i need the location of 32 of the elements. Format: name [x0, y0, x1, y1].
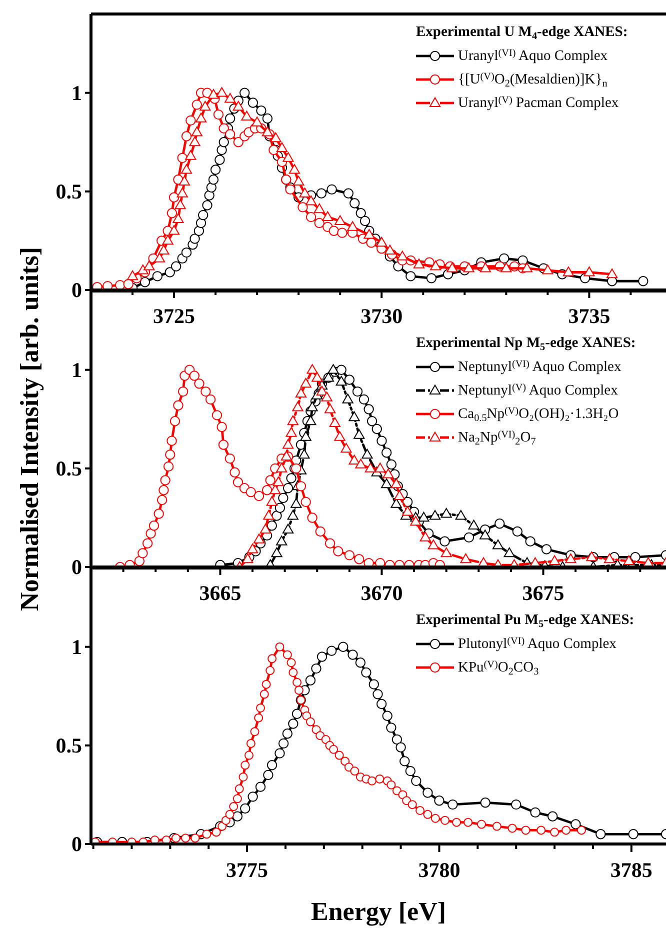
- legend-label: Uranyl$^{(VI)}$ Aquo Complex: [458, 48, 608, 64]
- legend-label: Ca$_{0.5}$Np$^{(V)}$O₂(OH)₂·1.3H₂O: [458, 406, 619, 424]
- y-tick-label: 0: [72, 832, 82, 856]
- legend-label: Na$_{2}$Np$^{(VI)}$$_{2}$O$_{7}$: [458, 430, 536, 447]
- x-axis-title: Energy [eV]: [310, 897, 446, 926]
- y-tick-label: 0: [72, 278, 82, 302]
- x-tick-label: 3775: [226, 858, 268, 882]
- legend-label: {[U$^{(V)}$O$_{2}$(Mesaldien)]K}$_{n}$: [458, 72, 608, 89]
- x-tick-label: 3725: [153, 304, 196, 328]
- legend-title: Experimental Pu M$_{5}$-edge XANES:: [416, 612, 634, 630]
- legend-label: KPu$^{(V)}$O$_{2}$CO$_{3}$: [458, 660, 539, 677]
- legend-title: Experimental U M$_{4}$-edge XANES:: [416, 24, 628, 42]
- y-tick-label: 1: [72, 634, 82, 659]
- legend-label: Neptunyl$^{(VI)}$ Aquo Complex: [458, 359, 622, 375]
- y-axis-title: Normalised Intensity [arb. units]: [15, 246, 44, 612]
- y-tick-label: 1: [72, 358, 82, 382]
- legend-title: Experimental Np M$_{5}$-edge XANES:: [416, 335, 636, 352]
- x-tick-label: 3735: [568, 304, 610, 328]
- x-tick-label: 3670: [360, 581, 403, 605]
- y-tick-label: 0.5: [56, 733, 82, 758]
- y-tick-label: 0: [72, 555, 82, 579]
- x-tick-label: 3785: [610, 858, 652, 882]
- legend-label: Plutonyl$^{(VI)}$ Aquo Complex: [458, 636, 618, 652]
- y-tick-label: 0.5: [56, 179, 82, 204]
- y-tick-label: 1: [72, 80, 82, 105]
- x-tick-label: 3780: [418, 858, 460, 882]
- legend-label: Uranyl$^{(V)}$ Pacman Complex: [458, 95, 620, 111]
- x-tick-label: 3730: [360, 304, 403, 328]
- legend-label: Neptunyl$^{(V)}$ Aquo Complex: [458, 382, 619, 398]
- x-tick-label: 3665: [199, 581, 242, 605]
- y-tick-label: 0.5: [56, 456, 82, 480]
- x-tick-label: 3675: [522, 581, 564, 605]
